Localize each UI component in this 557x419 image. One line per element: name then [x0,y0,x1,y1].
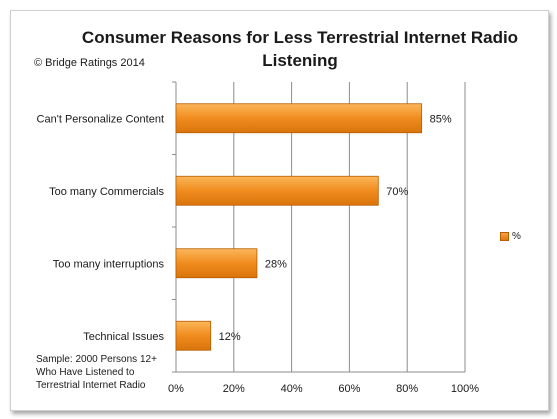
data-label: 28% [265,258,287,270]
x-tick-label: 0% [168,383,184,395]
bar [175,175,379,206]
sample-note: Sample: 2000 Persons 12+ Who Have Listen… [36,353,157,392]
sample-note-line-3: Terrestrial Internet Radio [36,380,146,391]
data-label: 85% [430,113,452,125]
legend-swatch [500,232,509,241]
x-tick-label: 40% [281,383,303,395]
chart-frame [10,10,549,411]
chart-title: Consumer Reasons for Less Terrestrial In… [60,26,540,72]
chart-title-line-1: Consumer Reasons for Less Terrestrial In… [81,28,519,47]
copyright-text: © Bridge Ratings 2014 [34,57,145,69]
x-tick-label: 80% [396,383,418,395]
category-label: Too many Commercials [49,186,164,198]
chart-title-line-2: Listening [262,51,338,70]
bar [175,103,423,134]
bar [175,320,212,351]
sample-note-line-1: Sample: 2000 Persons 12+ [36,354,157,365]
x-tick-label: 20% [223,383,245,395]
x-tick-label: 60% [338,383,360,395]
x-tick-label: 100% [451,383,479,395]
sample-note-line-2: Who Have Listened to [36,367,135,378]
legend-label: % [512,231,521,242]
data-label: 12% [219,331,241,343]
category-label: Can't Personalize Content [37,113,164,125]
category-label: Too many interruptions [53,258,165,270]
data-label: 70% [386,186,408,198]
legend: % [500,231,521,242]
category-label: Technical Issues [83,331,164,343]
bar [175,248,258,279]
